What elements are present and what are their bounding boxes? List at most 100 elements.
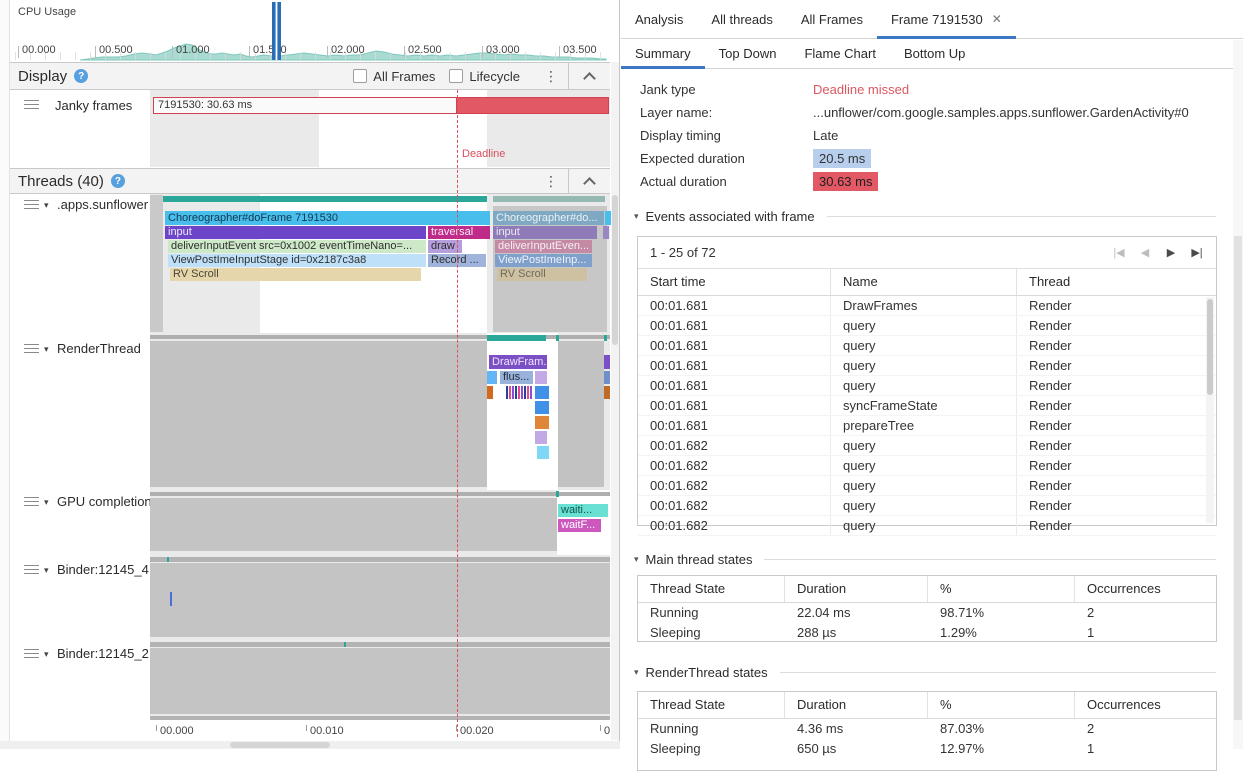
main-states-section-header[interactable]: ▾ Main thread states	[634, 552, 1216, 567]
event-row[interactable]: 00:01.682 query Render	[638, 476, 1216, 496]
column-occurrences[interactable]: Occurrences	[1087, 581, 1161, 596]
thread-label-renderthread[interactable]: RenderThread	[57, 341, 141, 356]
event-row[interactable]: 00:01.681 query Render	[638, 336, 1216, 356]
column-occurrences[interactable]: Occurrences	[1087, 697, 1161, 712]
events-table-scrollbar[interactable]	[1206, 297, 1214, 523]
first-page-icon[interactable]: |◀	[1113, 247, 1125, 259]
next-page-icon[interactable]: ▶	[1166, 247, 1176, 259]
event-row[interactable]: 00:01.682 query Render	[638, 516, 1216, 536]
collapse-chevron-icon[interactable]	[583, 176, 596, 190]
tab-analysis[interactable]: Analysis	[635, 11, 684, 27]
selected-frame-marker[interactable]	[272, 2, 281, 60]
tab-flame-chart[interactable]: Flame Chart	[804, 46, 876, 61]
drag-handle-icon[interactable]	[24, 649, 39, 658]
column-thread-state[interactable]: Thread State	[638, 692, 785, 718]
state-row[interactable]: Sleeping 288 µs 1.29% 1	[638, 623, 1216, 643]
slice-input-dimmed[interactable]: input	[493, 226, 597, 239]
thread-label-binder4[interactable]: Binder:12145_4	[57, 562, 149, 577]
slice-view-post-ime[interactable]: ViewPostImeInputStage id=0x2187c3a8	[168, 254, 426, 267]
tab-top-down[interactable]: Top Down	[718, 46, 777, 61]
slice-rv-scroll[interactable]: RV Scroll	[170, 268, 421, 281]
slice-draw[interactable]: draw	[428, 240, 462, 253]
event-row[interactable]: 00:01.682 query Render	[638, 436, 1216, 456]
column-percent[interactable]: %	[928, 576, 1075, 602]
expand-caret-icon[interactable]: ▾	[44, 565, 49, 575]
slice-flush[interactable]: flus...	[500, 371, 533, 384]
axis-tick: 02.500	[404, 44, 442, 58]
section-collapse-icon[interactable]: ▾	[634, 554, 639, 564]
slice-input[interactable]: input	[165, 226, 426, 239]
tab-all-frames[interactable]: All Frames	[800, 11, 863, 27]
slice-view-post-ime-dimmed[interactable]: ViewPostImeInp...	[495, 254, 592, 267]
event-row[interactable]: 00:01.681 query Render	[638, 376, 1216, 396]
more-options-icon[interactable]: ⋮	[544, 173, 558, 189]
events-section-header[interactable]: ▾ Events associated with frame	[634, 209, 1216, 224]
tab-frame-7191530[interactable]: Frame 7191530 ✕	[876, 0, 1016, 39]
event-row[interactable]: 00:01.681 prepareTree Render	[638, 416, 1216, 436]
event-row[interactable]: 00:01.681 syncFrameState Render	[638, 396, 1216, 416]
expand-caret-icon[interactable]: ▾	[44, 649, 49, 659]
slice-choreographer-dimmed[interactable]: Choreographer#do...	[493, 211, 604, 225]
column-thread-state[interactable]: Thread State	[638, 576, 785, 602]
slice-traversal[interactable]: traversal	[428, 226, 490, 239]
thread-label-sunflower[interactable]: .apps.sunflower	[57, 197, 149, 212]
slice-fragment	[604, 355, 610, 369]
slice-waitfence[interactable]: waitF...	[558, 519, 601, 532]
event-row[interactable]: 00:01.681 query Render	[638, 356, 1216, 376]
expand-caret-icon[interactable]: ▾	[44, 200, 49, 210]
event-row[interactable]: 00:01.681 query Render	[638, 316, 1216, 336]
column-percent[interactable]: %	[928, 692, 1075, 718]
state-row[interactable]: Running 22.04 ms 98.71% 2	[638, 603, 1216, 623]
slice-deliver-input-event[interactable]: deliverInputEvent src=0x1002 eventTimeNa…	[168, 240, 426, 253]
lifecycle-checkbox[interactable]	[449, 69, 464, 83]
thread-label-binder2[interactable]: Binder:12145_2	[57, 646, 149, 661]
event-row[interactable]: 00:01.681 DrawFrames Render	[638, 296, 1216, 316]
janky-frame-overrun[interactable]	[457, 97, 609, 114]
drag-handle-icon[interactable]	[24, 497, 39, 506]
vertical-scrollbar[interactable]	[611, 62, 619, 740]
tab-summary[interactable]: Summary	[621, 39, 705, 69]
cpu-usage-track[interactable]: CPU Usage 00.000 00.500 01.000 01.500 02.000…	[10, 0, 610, 62]
column-thread[interactable]: Thread	[1029, 274, 1071, 289]
help-icon[interactable]: ?	[110, 174, 125, 188]
slice-record[interactable]: Record ...	[428, 254, 486, 267]
all-frames-checkbox[interactable]	[353, 69, 368, 83]
prev-page-icon[interactable]: ◀	[1140, 247, 1150, 259]
state-row[interactable]: Running 4.36 ms 87.03% 2	[638, 719, 1216, 739]
last-page-icon[interactable]: ▶|	[1191, 247, 1203, 259]
panel-scrollbar[interactable]	[1233, 40, 1243, 749]
help-icon[interactable]: ?	[74, 69, 89, 83]
expand-caret-icon[interactable]: ▾	[44, 344, 49, 354]
column-duration[interactable]: Duration	[785, 692, 928, 718]
drag-handle-icon[interactable]	[24, 344, 39, 353]
slice-rv-scroll-dimmed[interactable]: RV Scroll	[497, 268, 587, 281]
event-row[interactable]: 00:01.682 query Render	[638, 496, 1216, 516]
expand-caret-icon[interactable]: ▾	[44, 497, 49, 507]
slice-choreographer[interactable]: Choreographer#doFrame 7191530	[165, 211, 490, 225]
states-table-header: Thread State Duration % Occurrences	[638, 692, 1216, 719]
state-row[interactable]: Sleeping 650 µs 12.97% 1	[638, 739, 1216, 759]
janky-frame-chip[interactable]: 7191530: 30.63 ms	[153, 97, 457, 114]
section-rule	[826, 216, 1216, 217]
drag-handle-icon[interactable]	[24, 200, 39, 209]
event-row[interactable]: 00:01.682 query Render	[638, 456, 1216, 476]
section-collapse-icon[interactable]: ▾	[634, 211, 639, 221]
slice-waiting[interactable]: waiti...	[558, 504, 608, 517]
drag-handle-icon[interactable]	[24, 100, 39, 109]
render-states-section-header[interactable]: ▾ RenderThread states	[634, 665, 1216, 680]
slice-deliver-input-dimmed[interactable]: deliverInputEven...	[495, 240, 592, 253]
column-name[interactable]: Name	[831, 269, 1017, 295]
tab-bottom-up[interactable]: Bottom Up	[903, 46, 966, 61]
thread-label-gpu-completion[interactable]: GPU completion	[57, 494, 152, 509]
section-collapse-icon[interactable]: ▾	[634, 667, 639, 677]
tab-all-threads[interactable]: All threads	[711, 11, 773, 27]
collapse-chevron-icon[interactable]	[583, 71, 596, 85]
column-duration[interactable]: Duration	[785, 576, 928, 602]
close-tab-icon[interactable]: ✕	[991, 12, 1002, 26]
column-start-time[interactable]: Start time	[638, 269, 831, 295]
event-cell: query	[831, 516, 1017, 535]
more-options-icon[interactable]: ⋮	[544, 68, 558, 84]
horizontal-scrollbar[interactable]	[0, 741, 620, 749]
drag-handle-icon[interactable]	[24, 565, 39, 574]
slice-drawframes[interactable]: DrawFram...	[489, 355, 547, 369]
